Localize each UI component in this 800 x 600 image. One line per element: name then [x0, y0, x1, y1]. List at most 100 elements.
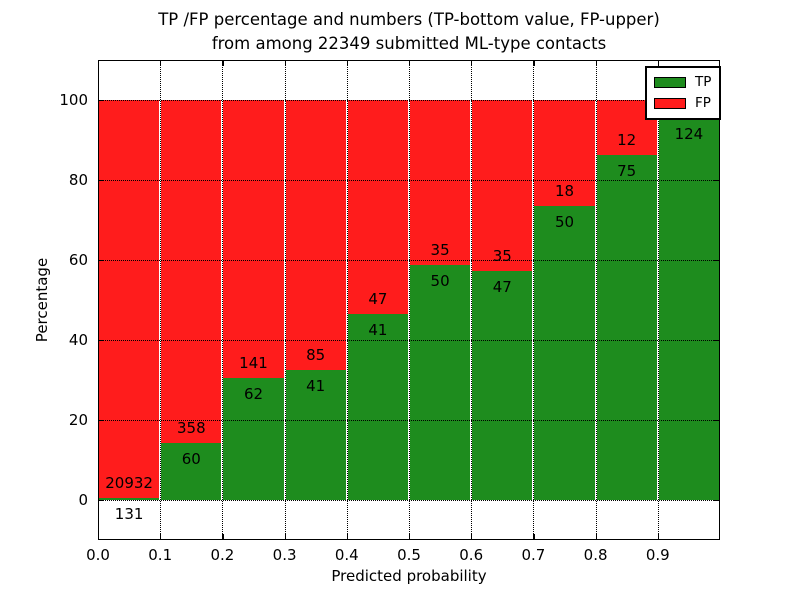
vertical-gridline	[533, 60, 535, 540]
fp-count-label: 141	[239, 353, 268, 372]
tp-count-label: 60	[181, 449, 201, 468]
tp-count-label: 50	[554, 212, 575, 231]
x-tick-mark	[346, 534, 349, 540]
horizontal-gridline	[98, 340, 720, 341]
x-tick-mark	[98, 534, 100, 540]
tp-count-label: 124	[674, 125, 704, 144]
fp-count-label: 35	[430, 240, 450, 259]
y-tick-mark	[714, 500, 720, 502]
tp-count-label: 47	[492, 277, 512, 296]
x-tick-mark	[346, 60, 349, 66]
chart-title-line1: TP /FP percentage and numbers (TP-bottom…	[158, 10, 660, 29]
x-tick-mark	[222, 534, 224, 540]
fp-count-label: 12	[617, 131, 637, 150]
tp-count-label: 41	[368, 320, 388, 339]
bar-segment-fp	[160, 100, 223, 443]
x-tick-label: 0.6	[459, 546, 484, 564]
y-tick-label: 0	[78, 491, 88, 509]
y-tick-mark	[714, 420, 720, 422]
bar-segment-tp	[222, 377, 285, 500]
x-tick-mark	[657, 60, 660, 66]
x-tick-label: 0.8	[583, 546, 608, 564]
chart-title-line2: from among 22349 submitted ML-type conta…	[211, 34, 607, 53]
vertical-gridline	[284, 60, 286, 540]
plot-area: 131 20932 60 358 62 141 41 85 41 47 50 35 47 35 50 18 75…	[98, 60, 720, 540]
horizontal-gridline	[98, 180, 720, 181]
y-tick-mark	[98, 100, 104, 102]
bar-segment-fp	[533, 100, 596, 206]
x-tick-label: 0.5	[397, 546, 421, 564]
vertical-gridline	[409, 60, 410, 540]
x-tick-mark	[471, 60, 473, 66]
tp-count-label: 75	[617, 162, 637, 181]
x-tick-mark	[657, 534, 660, 540]
vertical-gridline	[222, 60, 224, 540]
legend: TP FP	[645, 66, 722, 120]
bar-segment-tp	[346, 313, 409, 500]
y-tick-mark	[98, 420, 104, 422]
bar-segment-tp	[160, 442, 223, 500]
tp-count-label: 50	[430, 271, 450, 290]
x-tick-mark	[595, 534, 597, 540]
tp-count-label: 62	[243, 384, 264, 403]
x-tick-label: 0.2	[210, 546, 235, 564]
y-tick-mark	[714, 180, 720, 182]
x-tick-label: 0.3	[272, 546, 297, 564]
x-tick-mark	[284, 60, 286, 66]
x-tick-mark	[222, 60, 224, 66]
legend-item-tp: TP	[654, 72, 711, 93]
legend-item-fp: FP	[654, 93, 711, 114]
vertical-gridline	[471, 60, 473, 540]
x-tick-label: 0.1	[148, 546, 173, 564]
x-tick-mark	[284, 534, 286, 540]
fp-count-label: 18	[554, 181, 575, 200]
x-tick-mark	[160, 534, 162, 540]
y-tick-mark	[98, 260, 104, 262]
y-tick-mark	[98, 500, 104, 502]
bar-segment-fp	[409, 100, 472, 265]
x-tick-label: 0.9	[645, 546, 670, 564]
bar-segment-fp	[222, 100, 285, 378]
legend-label-fp: FP	[695, 95, 711, 111]
x-tick-mark	[533, 534, 535, 540]
tp-count-label: 41	[306, 376, 326, 395]
bar-segment-fp	[98, 100, 161, 498]
x-tick-mark	[160, 60, 162, 66]
horizontal-gridline	[98, 100, 720, 101]
x-tick-mark	[471, 534, 473, 540]
horizontal-gridline	[98, 420, 720, 421]
vertical-gridline	[657, 60, 659, 540]
bar-segment-fp	[346, 100, 409, 314]
horizontal-gridline	[98, 260, 720, 261]
y-tick-mark	[714, 340, 720, 342]
bar-segment-fp	[284, 100, 347, 370]
fp-count-label: 35	[492, 246, 512, 265]
y-tick-mark	[714, 260, 720, 262]
y-tick-mark	[98, 180, 104, 182]
x-tick-mark	[595, 60, 597, 66]
legend-label-tp: TP	[695, 74, 712, 90]
vertical-gridline	[595, 60, 597, 540]
x-tick-label: 0.4	[334, 546, 359, 564]
vertical-gridline	[160, 60, 162, 540]
bar-segment-tp	[657, 118, 720, 500]
chart-title: TP /FP percentage and numbers (TP-bottom…	[98, 8, 720, 56]
x-tick-label: 0.7	[521, 546, 546, 564]
y-tick-label: 80	[68, 171, 88, 189]
bar-segment-tp	[471, 270, 534, 500]
x-tick-mark	[409, 60, 411, 66]
fp-swatch	[654, 98, 686, 109]
x-tick-mark	[533, 60, 535, 66]
bar-segment-tp	[409, 264, 472, 500]
y-tick-label: 20	[68, 411, 88, 429]
horizontal-gridline	[98, 500, 720, 501]
bar-segment-tp	[98, 497, 161, 500]
fp-count-label: 358	[176, 418, 206, 437]
fp-count-label: 85	[306, 345, 326, 364]
fp-count-label: 20932	[105, 473, 153, 492]
bar-segment-tp	[595, 155, 658, 500]
tp-swatch	[654, 77, 686, 88]
y-tick-mark	[98, 340, 104, 342]
y-tick-label: 60	[68, 251, 88, 269]
